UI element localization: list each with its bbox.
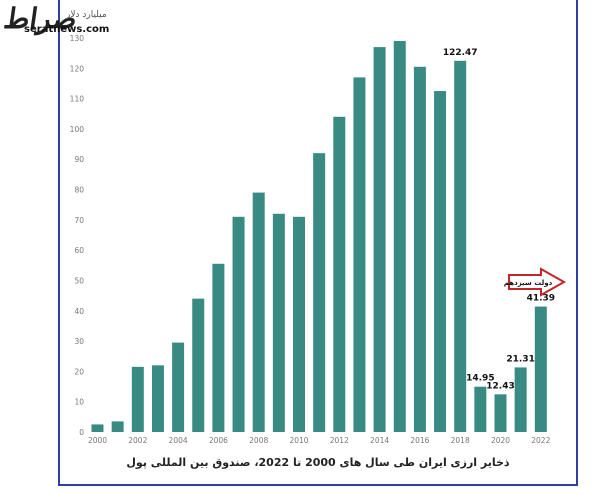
annotation-arrow [508, 267, 567, 297]
x-tick-label: 2020 [491, 436, 510, 445]
x-tick-label: 2000 [88, 436, 107, 445]
bar-2001 [111, 421, 124, 432]
y-tick-label: 20 [74, 367, 84, 376]
x-tick-label: 2010 [289, 436, 308, 445]
y-tick-label: 80 [74, 186, 84, 195]
bar-2013 [353, 77, 366, 433]
y-tick-label: 70 [74, 216, 84, 225]
bar-2021 [514, 367, 527, 432]
bar-2022 [534, 306, 547, 432]
y-tick-label: 100 [70, 125, 85, 134]
x-tick-label: 2016 [410, 436, 429, 445]
bar-2011 [313, 153, 326, 432]
x-tick-label: 2022 [531, 436, 550, 445]
logo-url: seratnews.com [24, 24, 110, 35]
bar-2012 [333, 116, 346, 433]
x-tick-label: 2008 [249, 436, 268, 445]
bar-2007 [232, 216, 245, 432]
bar-2010 [293, 216, 305, 432]
bar-2000 [91, 424, 104, 432]
data-label-2020: 12.43 [486, 381, 514, 391]
bar-2008 [252, 192, 265, 432]
x-tick-label: 2018 [451, 436, 470, 445]
x-tick-label: 2012 [330, 436, 349, 445]
x-tick-label: 2002 [128, 436, 147, 445]
bar-2005 [192, 298, 205, 432]
y-tick-label: 130 [70, 34, 85, 43]
bar-2003 [151, 365, 164, 432]
y-tick-label: 120 [70, 64, 85, 73]
bar-2004 [172, 342, 185, 432]
bar-2014 [373, 47, 386, 432]
site-logo: صراط seratnews.com [2, 2, 154, 46]
x-tick-label: 2006 [209, 436, 228, 445]
y-unit-label: میلیارد دلار [66, 10, 107, 20]
y-tick-label: 50 [74, 276, 84, 285]
y-tick-label: 60 [74, 246, 84, 255]
data-label-2019: 14.95 [466, 374, 494, 384]
bar-2009 [272, 213, 285, 432]
bar-2002 [131, 366, 144, 432]
chart-caption: ذخایر ارزی ایران طی سال های 2000 تا 2022… [126, 456, 510, 469]
bar-2006 [212, 263, 225, 432]
data-label-2018: 122.47 [443, 48, 478, 58]
bar-2015 [393, 41, 406, 433]
bar-2017 [434, 91, 447, 433]
bar-2018 [454, 60, 467, 433]
bar-2019 [474, 386, 487, 432]
y-tick-label: 40 [74, 307, 84, 316]
data-label-2021: 21.31 [506, 354, 534, 364]
x-tick-label: 2004 [169, 436, 188, 445]
y-tick-label: 90 [74, 155, 84, 164]
y-tick-label: 110 [70, 95, 85, 104]
bar-2016 [413, 66, 426, 433]
annotation-label: دولت سیزدهم [504, 279, 553, 287]
y-tick-label: 0 [79, 428, 84, 437]
y-tick-label: 10 [74, 398, 84, 407]
data-label-2022: 41.39 [527, 294, 555, 304]
y-tick-label: 30 [74, 337, 84, 346]
x-tick-label: 2014 [370, 436, 389, 445]
bar-2020 [494, 394, 507, 432]
